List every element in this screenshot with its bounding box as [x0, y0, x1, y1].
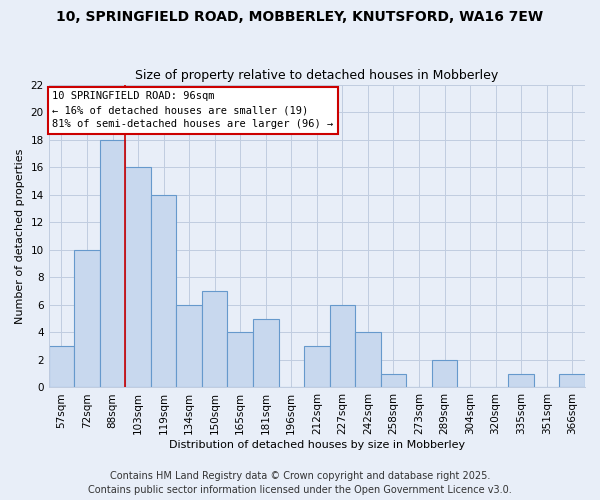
Bar: [49, 346, 74, 388]
Title: Size of property relative to detached houses in Mobberley: Size of property relative to detached ho…: [135, 69, 499, 82]
Bar: [304, 346, 329, 388]
Bar: [253, 318, 278, 388]
Bar: [355, 332, 380, 388]
Bar: [329, 305, 355, 388]
Text: 10, SPRINGFIELD ROAD, MOBBERLEY, KNUTSFORD, WA16 7EW: 10, SPRINGFIELD ROAD, MOBBERLEY, KNUTSFO…: [56, 10, 544, 24]
Y-axis label: Number of detached properties: Number of detached properties: [15, 148, 25, 324]
Bar: [559, 374, 585, 388]
X-axis label: Distribution of detached houses by size in Mobberley: Distribution of detached houses by size …: [169, 440, 465, 450]
Bar: [74, 250, 100, 388]
Bar: [100, 140, 125, 388]
Bar: [432, 360, 457, 388]
Bar: [202, 291, 227, 388]
Text: Contains HM Land Registry data © Crown copyright and database right 2025.
Contai: Contains HM Land Registry data © Crown c…: [88, 471, 512, 495]
Bar: [508, 374, 534, 388]
Bar: [151, 194, 176, 388]
Bar: [227, 332, 253, 388]
Text: 10 SPRINGFIELD ROAD: 96sqm
← 16% of detached houses are smaller (19)
81% of semi: 10 SPRINGFIELD ROAD: 96sqm ← 16% of deta…: [52, 92, 334, 130]
Bar: [176, 305, 202, 388]
Bar: [380, 374, 406, 388]
Bar: [125, 167, 151, 388]
